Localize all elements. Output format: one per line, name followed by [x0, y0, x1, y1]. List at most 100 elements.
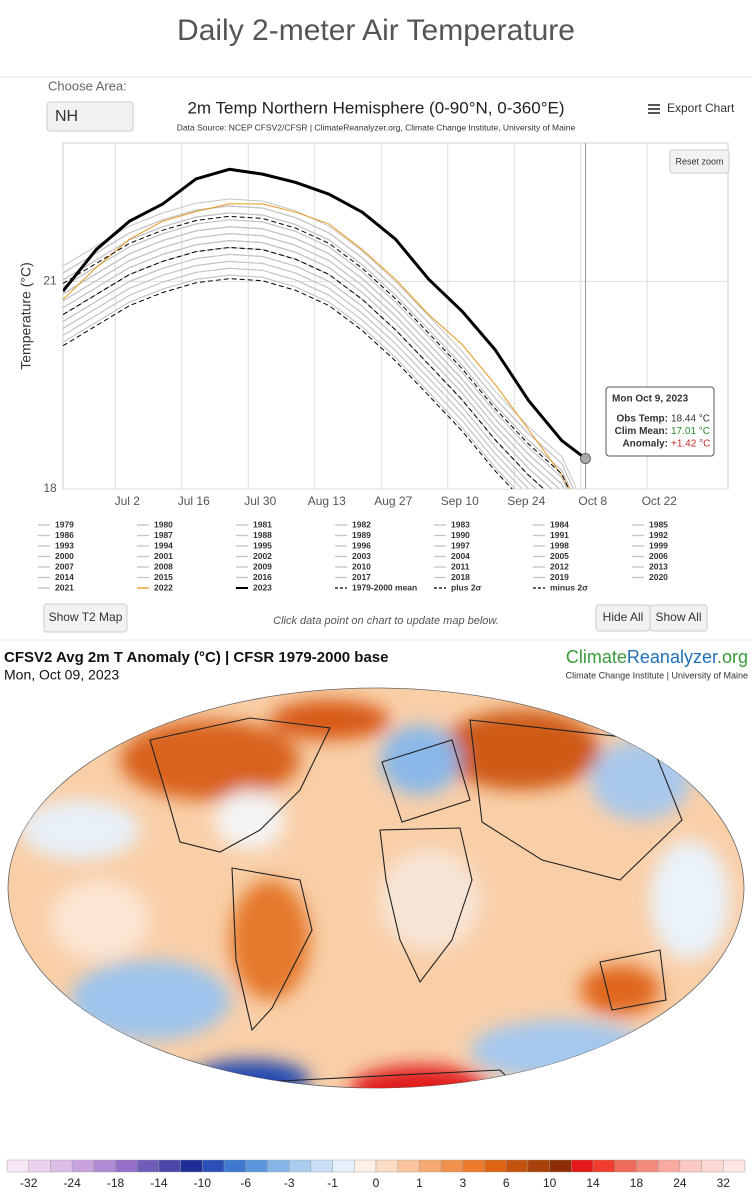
- legend-label[interactable]: 1979: [55, 519, 74, 529]
- colorbar-swatch: [202, 1159, 225, 1173]
- tooltip-title: Mon Oct 9, 2023: [612, 394, 689, 405]
- colorbar-swatch: [71, 1159, 95, 1173]
- legend-label[interactable]: 2015: [154, 572, 173, 582]
- legend-label[interactable]: 2014: [55, 572, 74, 582]
- colorbar-label: -24: [63, 1176, 81, 1190]
- legend-label[interactable]: 1998: [550, 540, 569, 550]
- reset-zoom-text[interactable]: Reset zoom: [675, 156, 723, 166]
- show-map-button[interactable]: [43, 603, 128, 633]
- legend-label[interactable]: 1992: [649, 530, 668, 540]
- legend-label[interactable]: 1994: [154, 540, 173, 550]
- colorbar-swatch: [636, 1159, 659, 1173]
- y-tick-label: 18: [43, 481, 57, 495]
- legend-label[interactable]: 2020: [649, 572, 668, 582]
- legend-label[interactable]: 2000: [55, 551, 74, 561]
- colorbar-swatch: [115, 1159, 138, 1173]
- legend-label[interactable]: 2023: [253, 582, 272, 592]
- y-axis-label: Temperature (°C): [18, 262, 34, 370]
- legend-label[interactable]: 2004: [451, 551, 470, 561]
- colorbar-swatch: [6, 1159, 29, 1173]
- legend-label[interactable]: 2008: [154, 561, 173, 571]
- legend-label[interactable]: 2009: [253, 561, 272, 571]
- legend-label[interactable]: 2011: [451, 561, 470, 571]
- legend-label[interactable]: 2002: [253, 551, 272, 561]
- legend-label[interactable]: minus 2σ: [550, 582, 588, 592]
- series-line: [63, 198, 577, 489]
- legend-label[interactable]: 2005: [550, 551, 569, 561]
- legend-label[interactable]: 1996: [352, 540, 371, 550]
- legend-label[interactable]: 2012: [550, 561, 569, 571]
- colorbar-label: -10: [194, 1176, 212, 1190]
- colorbar-swatch: [549, 1159, 572, 1173]
- logo-part: .org: [717, 647, 748, 667]
- legend-label[interactable]: 2017: [352, 572, 371, 582]
- legend-label[interactable]: 1987: [154, 530, 173, 540]
- show-map-text[interactable]: Show T2 Map: [49, 610, 123, 624]
- colorbar-label: 14: [586, 1176, 600, 1190]
- series-line: [63, 267, 523, 489]
- colorbar-swatch: [332, 1159, 355, 1173]
- colorbar-swatch: [723, 1159, 746, 1173]
- colorbar-swatch: [245, 1159, 268, 1173]
- colorbar-swatch: [267, 1159, 290, 1173]
- legend-label[interactable]: 1989: [352, 530, 371, 540]
- colorbar-swatch: [223, 1159, 246, 1173]
- legend-label[interactable]: 1995: [253, 540, 272, 550]
- x-tick-label: Aug 27: [374, 494, 412, 508]
- hover-marker: [580, 453, 591, 465]
- legend-label[interactable]: 1985: [649, 519, 668, 529]
- legend-label[interactable]: 2022: [154, 582, 173, 592]
- legend-label[interactable]: 2013: [649, 561, 668, 571]
- tooltip-value: 18.44 °C: [671, 414, 710, 425]
- colorbar-label: 0: [373, 1176, 380, 1190]
- colorbar-swatch: [701, 1159, 724, 1173]
- page-title: Daily 2-meter Air Temperature: [177, 14, 575, 47]
- series-line: [63, 203, 571, 489]
- map-title: CFSV2 Avg 2m T Anomaly (°C) | CFSR 1979-…: [4, 649, 389, 666]
- legend-label[interactable]: 2019: [550, 572, 569, 582]
- show-all-text[interactable]: Show All: [655, 610, 701, 624]
- legend-label[interactable]: 1983: [451, 519, 470, 529]
- legend-label[interactable]: 1982: [352, 519, 371, 529]
- legend-label[interactable]: 2010: [352, 561, 371, 571]
- legend-label[interactable]: 1999: [649, 540, 668, 550]
- legend-label[interactable]: 2003: [352, 551, 371, 561]
- area-select[interactable]: [46, 101, 134, 132]
- area-value[interactable]: NH: [55, 108, 78, 125]
- legend-label[interactable]: 1988: [253, 530, 272, 540]
- legend-label[interactable]: 2007: [55, 561, 74, 571]
- legend-label[interactable]: 2016: [253, 572, 272, 582]
- legend-label[interactable]: plus 2σ: [451, 582, 482, 592]
- legend-label[interactable]: 1981: [253, 519, 272, 529]
- legend-label[interactable]: 1993: [55, 540, 74, 550]
- legend-label[interactable]: 1984: [550, 519, 569, 529]
- series-line: [63, 212, 571, 489]
- legend-label[interactable]: 1986: [55, 530, 74, 540]
- series-line: [63, 240, 553, 489]
- legend-label[interactable]: 1997: [451, 540, 470, 550]
- colorbar-label: 6: [503, 1176, 510, 1190]
- logo-part: Reanalyzer: [627, 647, 718, 667]
- legend-label[interactable]: 1980: [154, 519, 173, 529]
- export-menu[interactable]: [648, 104, 660, 114]
- colorbar: -32 -24 -18 -14 -10 -6 -3 -1 0 1 3 6 10 14 18 24 32: [6, 1159, 746, 1190]
- colorbar-swatch: [571, 1159, 594, 1173]
- legend-label[interactable]: 1979-2000 mean: [352, 582, 417, 592]
- reset-zoom-button[interactable]: [669, 149, 730, 174]
- legend-label[interactable]: 1990: [451, 530, 470, 540]
- show-all-button[interactable]: [649, 604, 708, 632]
- colorbar-swatch: [440, 1159, 464, 1173]
- colorbar-swatch: [288, 1159, 312, 1173]
- colorbar-swatch: [506, 1159, 529, 1173]
- logo-subtitle: Climate Change Institute | University of…: [566, 670, 748, 680]
- hide-all-text[interactable]: Hide All: [603, 610, 644, 624]
- colorbar-swatch: [180, 1159, 203, 1173]
- legend-label[interactable]: 2001: [154, 551, 173, 561]
- tooltip: [605, 386, 715, 457]
- legend-label[interactable]: 2021: [55, 582, 74, 592]
- legend-label[interactable]: 2006: [649, 551, 668, 561]
- export-button[interactable]: Export Chart: [667, 101, 735, 115]
- legend-label[interactable]: 1991: [550, 530, 569, 540]
- x-tick-label: Sep 10: [441, 494, 479, 508]
- legend-label[interactable]: 2018: [451, 572, 470, 582]
